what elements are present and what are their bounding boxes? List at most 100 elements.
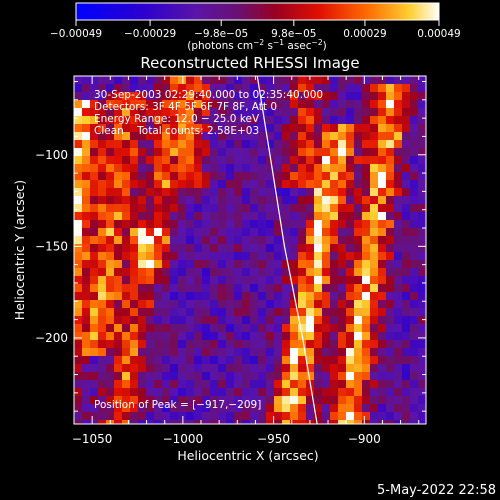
- heatmap-cell: [418, 140, 426, 148]
- heatmap-cell: [330, 404, 338, 412]
- heatmap-cell: [194, 284, 202, 292]
- heatmap-cell: [322, 156, 330, 164]
- heatmap-cell: [354, 244, 362, 252]
- heatmap-cell: [242, 212, 250, 220]
- info-line-counts: Clean Total counts: 2.58E+03: [94, 125, 259, 137]
- heatmap-cell: [154, 236, 162, 244]
- heatmap-cell: [210, 188, 218, 196]
- heatmap-cell: [282, 132, 290, 140]
- heatmap-cell: [370, 76, 378, 84]
- heatmap-cell: [194, 372, 202, 380]
- heatmap-cell: [394, 332, 402, 340]
- heatmap-cell: [402, 292, 410, 300]
- heatmap-cell: [354, 252, 362, 260]
- heatmap-cell: [370, 236, 378, 244]
- heatmap-cell: [410, 196, 418, 204]
- heatmap-cell: [130, 412, 138, 420]
- heatmap-cell: [242, 396, 250, 404]
- heatmap-cell: [370, 132, 378, 140]
- heatmap-cell: [218, 340, 226, 348]
- heatmap-cell: [146, 380, 154, 388]
- heatmap-cell: [298, 356, 306, 364]
- heatmap-cell: [402, 364, 410, 372]
- x-tick-label: −900: [348, 432, 381, 446]
- heatmap-cell: [394, 268, 402, 276]
- heatmap-cell: [114, 348, 122, 356]
- heatmap-cell: [122, 188, 130, 196]
- heatmap-cell: [122, 308, 130, 316]
- heatmap-cell: [186, 172, 194, 180]
- heatmap-cell: [282, 308, 290, 316]
- heatmap-cell: [98, 364, 106, 372]
- heatmap-cell: [146, 92, 154, 100]
- heatmap-cell: [282, 348, 290, 356]
- heatmap-cell: [370, 380, 378, 388]
- heatmap-cell: [82, 316, 90, 324]
- heatmap-cell: [234, 252, 242, 260]
- heatmap-cell: [242, 300, 250, 308]
- heatmap-cell: [234, 412, 242, 420]
- heatmap-cell: [386, 284, 394, 292]
- heatmap-cell: [218, 244, 226, 252]
- heatmap-cell: [234, 260, 242, 268]
- heatmap-cell: [314, 396, 322, 404]
- heatmap-cell: [322, 212, 330, 220]
- heatmap-cell: [242, 140, 250, 148]
- heatmap-cell: [90, 252, 98, 260]
- heatmap-cell: [178, 124, 186, 132]
- heatmap-cell: [226, 364, 234, 372]
- heatmap-cell: [90, 276, 98, 284]
- heatmap-cell: [218, 164, 226, 172]
- heatmap-cell: [346, 244, 354, 252]
- heatmap-cell: [122, 228, 130, 236]
- heatmap-cell: [218, 212, 226, 220]
- heatmap-cell: [274, 84, 282, 92]
- heatmap-cell: [250, 220, 258, 228]
- heatmap-cell: [418, 284, 426, 292]
- heatmap-cell: [82, 300, 90, 308]
- heatmap-cell: [410, 380, 418, 388]
- heatmap-cell: [82, 140, 90, 148]
- heatmap-cell: [170, 164, 178, 172]
- heatmap-cell: [354, 316, 362, 324]
- heatmap-cell: [258, 204, 266, 212]
- heatmap-cell: [306, 132, 314, 140]
- heatmap-cell: [258, 260, 266, 268]
- colorbar-tick-label: 0.00049: [417, 28, 460, 40]
- heatmap-cell: [210, 420, 218, 424]
- heatmap-cell: [82, 132, 90, 140]
- heatmap-cell: [194, 388, 202, 396]
- heatmap-cell: [114, 340, 122, 348]
- heatmap-cell: [386, 188, 394, 196]
- heatmap-cell: [386, 164, 394, 172]
- heatmap-cell: [410, 308, 418, 316]
- heatmap-cell: [402, 188, 410, 196]
- heatmap-cell: [338, 420, 346, 424]
- heatmap-cell: [138, 212, 146, 220]
- heatmap-cell: [178, 252, 186, 260]
- heatmap-cell: [370, 292, 378, 300]
- heatmap-cell: [402, 196, 410, 204]
- heatmap-cell: [338, 276, 346, 284]
- heatmap-cell: [90, 164, 98, 172]
- heatmap-cell: [250, 108, 258, 116]
- heatmap-cell: [74, 164, 82, 172]
- heatmap-cell: [122, 268, 130, 276]
- heatmap-cell: [298, 260, 306, 268]
- heatmap-cell: [162, 348, 170, 356]
- heatmap-cell: [314, 76, 322, 84]
- heatmap-cell: [370, 212, 378, 220]
- heatmap-cell: [122, 180, 130, 188]
- heatmap-cell: [298, 396, 306, 404]
- heatmap-cell: [378, 380, 386, 388]
- heatmap-cell: [146, 412, 154, 420]
- heatmap-cell: [274, 268, 282, 276]
- heatmap-cell: [394, 172, 402, 180]
- heatmap-cell: [274, 196, 282, 204]
- heatmap-cell: [170, 204, 178, 212]
- heatmap-cell: [98, 180, 106, 188]
- heatmap-cell: [74, 228, 82, 236]
- heatmap-cell: [138, 340, 146, 348]
- heatmap-cell: [314, 284, 322, 292]
- heatmap-cell: [258, 228, 266, 236]
